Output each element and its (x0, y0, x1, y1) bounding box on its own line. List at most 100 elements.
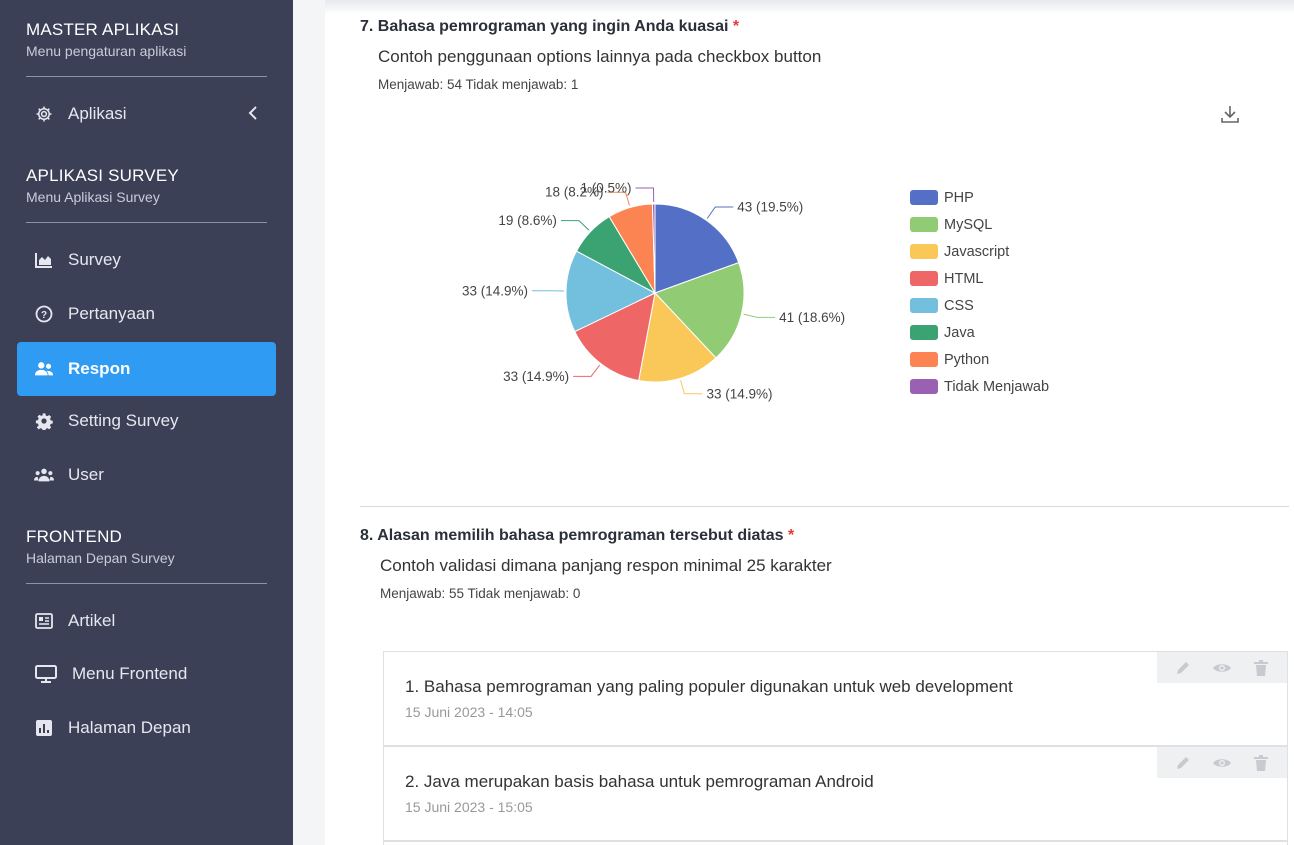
question-description: Contoh penggunaan options lainnya pada c… (378, 47, 822, 66)
pie-slice-php[interactable] (654, 203, 740, 294)
legend-item[interactable]: PHP (910, 190, 974, 206)
desktop-icon (34, 664, 58, 684)
section-title: FRONTEND (26, 527, 123, 546)
legend-item[interactable]: CSS (910, 298, 974, 314)
divider (26, 76, 267, 77)
sidebar-item-survey[interactable]: Survey (17, 233, 276, 287)
trash-icon[interactable] (1251, 658, 1271, 678)
sidebar-item-label: User (68, 465, 104, 484)
eye-icon[interactable] (1212, 753, 1232, 773)
pie-label-line (607, 191, 630, 206)
master-section: MASTER APLIKASI Menu pengaturan aplikasi (0, 20, 293, 59)
sidebar-item-respon[interactable]: Respon (17, 342, 276, 396)
section-title: APLIKASI SURVEY (26, 166, 179, 185)
legend-swatch (910, 217, 938, 232)
pie-slice-tidak-menjawab[interactable] (651, 203, 656, 294)
response-date: 15 Juni 2023 - 15:05 (405, 799, 533, 815)
legend-label: HTML (944, 271, 983, 287)
chart-area-icon (34, 250, 54, 270)
legend-item[interactable]: Python (910, 352, 989, 368)
sidebar-item-menu-frontend[interactable]: Menu Frontend (17, 647, 276, 701)
pie-label-line (560, 220, 590, 231)
pie-slice-label: 33 (14.9%) (462, 283, 528, 298)
pencil-icon[interactable] (1173, 753, 1193, 773)
pie-label-line (635, 187, 655, 203)
question-description: Contoh validasi dimana panjang respon mi… (380, 556, 832, 575)
legend-swatch (910, 379, 938, 394)
question-title-text: 8. Alasan memilih bahasa pemrograman ter… (360, 527, 784, 544)
svg-text:?: ? (41, 310, 47, 321)
section-title: MASTER APLIKASI (26, 20, 180, 39)
pie-slice-label: 41 (18.6%) (779, 310, 845, 325)
section-subtitle: Menu pengaturan aplikasi (26, 43, 187, 59)
response-text: 1. Bahasa pemrograman yang paling popule… (405, 677, 1013, 696)
legend-label: CSS (944, 298, 974, 314)
pie-slice-mysql[interactable] (654, 261, 745, 359)
sidebar-item-aplikasi[interactable]: Aplikasi (17, 87, 276, 141)
section-subtitle: Menu Aplikasi Survey (26, 189, 160, 205)
response-card (383, 841, 1288, 845)
pie-slice-html[interactable] (574, 292, 656, 382)
pie-slice-label: 33 (14.9%) (706, 386, 772, 401)
legend-swatch (910, 271, 938, 286)
trash-icon[interactable] (1251, 753, 1271, 773)
response-card: 2. Java merupakan basis bahasa untuk pem… (383, 746, 1288, 841)
frontend-section: FRONTEND Halaman Depan Survey (0, 527, 293, 566)
sidebar-item-pertanyaan[interactable]: ? Pertanyaan (17, 287, 276, 341)
sidebar-item-label: Pertanyaan (68, 304, 155, 323)
legend-item[interactable]: Javascript (910, 244, 1009, 260)
response-card: 1. Bahasa pemrograman yang paling popule… (383, 651, 1288, 746)
sidebar-item-label: Halaman Depan (68, 718, 191, 737)
question-title: 8. Alasan memilih bahasa pemrograman ter… (360, 527, 794, 545)
legend-item[interactable]: Java (910, 325, 976, 341)
users-icon (34, 359, 54, 379)
newspaper-icon (34, 611, 54, 631)
sidebar-item-artikel[interactable]: Artikel (17, 594, 276, 648)
legend-item[interactable]: Tidak Menjawab (910, 379, 1049, 395)
legend-swatch (910, 325, 938, 340)
pie-label-line (743, 313, 776, 318)
section-subtitle: Halaman Depan Survey (26, 550, 175, 566)
sidebar-item-halaman-depan[interactable]: Halaman Depan (17, 701, 276, 755)
pie-chart: 43 (19.5%) 41 (18.6%) 33 (14.9%) 33 (14.9%)… (462, 181, 1049, 402)
response-date: 15 Juni 2023 - 14:05 (405, 704, 533, 720)
pie-slice-css[interactable] (565, 250, 657, 333)
sidebar-item-label: Artikel (68, 611, 116, 630)
gear-outline-icon (34, 104, 54, 124)
legend-label: Python (944, 352, 989, 368)
question-circle-icon: ? (34, 304, 54, 324)
sidebar-item-label: Survey (68, 250, 121, 269)
legend-item[interactable]: MySQL (910, 217, 992, 233)
main-content: 7. Bahasa pemrograman yang ingin Anda ku… (325, 0, 1294, 845)
gear-icon (34, 411, 54, 431)
pie-slice-label: 1 (0.5%) (580, 181, 631, 196)
pie-slice-label: 19 (8.6%) (498, 213, 557, 228)
legend-label: Tidak Menjawab (944, 379, 1049, 395)
download-icon[interactable] (1220, 104, 1240, 129)
required-mark: * (732, 18, 740, 35)
top-shadow (325, 0, 1294, 14)
pie-label-line (573, 364, 601, 377)
response-actions (1157, 652, 1287, 683)
user-group-icon (34, 465, 54, 485)
sidebar-item-setting-survey[interactable]: Setting Survey (17, 394, 276, 448)
legend-label: PHP (944, 190, 974, 206)
pie-label-line (680, 380, 703, 395)
pencil-icon[interactable] (1173, 658, 1193, 678)
legend-label: MySQL (944, 217, 992, 233)
eye-icon[interactable] (1212, 658, 1232, 678)
legend-swatch (910, 190, 938, 205)
sidebar: MASTER APLIKASI Menu pengaturan aplikasi… (0, 0, 293, 845)
survey-section: APLIKASI SURVEY Menu Aplikasi Survey (0, 166, 293, 205)
divider (26, 222, 267, 223)
pie-slice-javascript[interactable] (638, 291, 717, 383)
pie-slice-label: 33 (14.9%) (503, 369, 569, 384)
legend-item[interactable]: HTML (910, 271, 983, 287)
sidebar-item-label: Setting Survey (68, 411, 179, 430)
legend-swatch (910, 352, 938, 367)
sidebar-item-user[interactable]: User (17, 448, 276, 502)
response-actions (1157, 747, 1287, 778)
response-text: 2. Java merupakan basis bahasa untuk pem… (405, 772, 874, 791)
pie-label-line (706, 206, 734, 219)
pie-slice-label: 43 (19.5%) (737, 200, 803, 215)
